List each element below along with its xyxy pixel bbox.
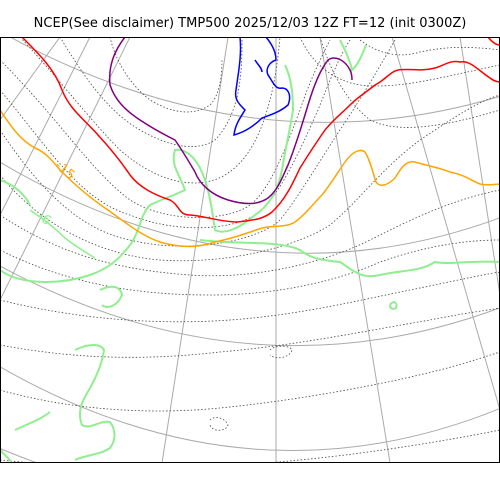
red-contour-corner: [487, 37, 500, 46]
map-title: NCEP(See disclaimer) TMP500 2025/12/03 1…: [33, 16, 467, 31]
orange-contour-label: -15: [51, 158, 77, 183]
longitude-lines: [0, 37, 500, 463]
land-outline: [0, 39, 500, 463]
purple-contour: [108, 37, 353, 205]
blue-contour: [233, 37, 291, 137]
green-contour: [29, 209, 96, 259]
red-contour: [21, 37, 500, 223]
dotted-contours: [0, 37, 500, 463]
orange-contour: [0, 109, 500, 248]
